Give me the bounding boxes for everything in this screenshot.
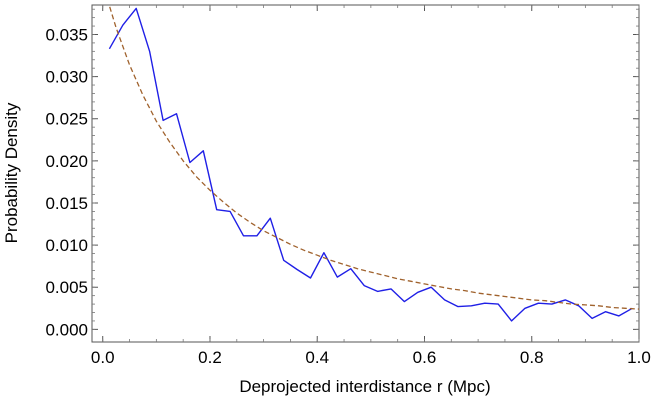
x-tick-label: 0.4 [305,348,329,367]
ticks: 0.0 0.2 0.4 0.6 0.8 1.0 0.000 0.005 0.010 0.015 0.… [45,5,651,367]
y-tick-label: 0.000 [45,320,88,339]
y-tick-label: 0.035 [45,25,88,44]
y-axis-title: Probability Density [2,102,21,243]
x-tick-label: 1.0 [627,348,651,367]
x-tick-label: 0.8 [520,348,544,367]
x-tick-label: 0.6 [413,348,437,367]
y-tick-label: 0.020 [45,152,88,171]
y-tick-label: 0.015 [45,194,88,213]
y-tick-label: 0.025 [45,110,88,129]
y-tick-label: 0.010 [45,236,88,255]
y-tick-label: 0.005 [45,278,88,297]
histogram-line [108,7,633,322]
series-layer [108,5,639,322]
x-tick-label: 0.2 [198,348,222,367]
y-tick-label: 0.030 [45,68,88,87]
fit-curve-line [108,5,639,310]
x-tick-label: 0.0 [91,348,115,367]
plot-frame [91,4,640,343]
x-axis-title: Deprojected interdistance r (Mpc) [239,377,490,396]
